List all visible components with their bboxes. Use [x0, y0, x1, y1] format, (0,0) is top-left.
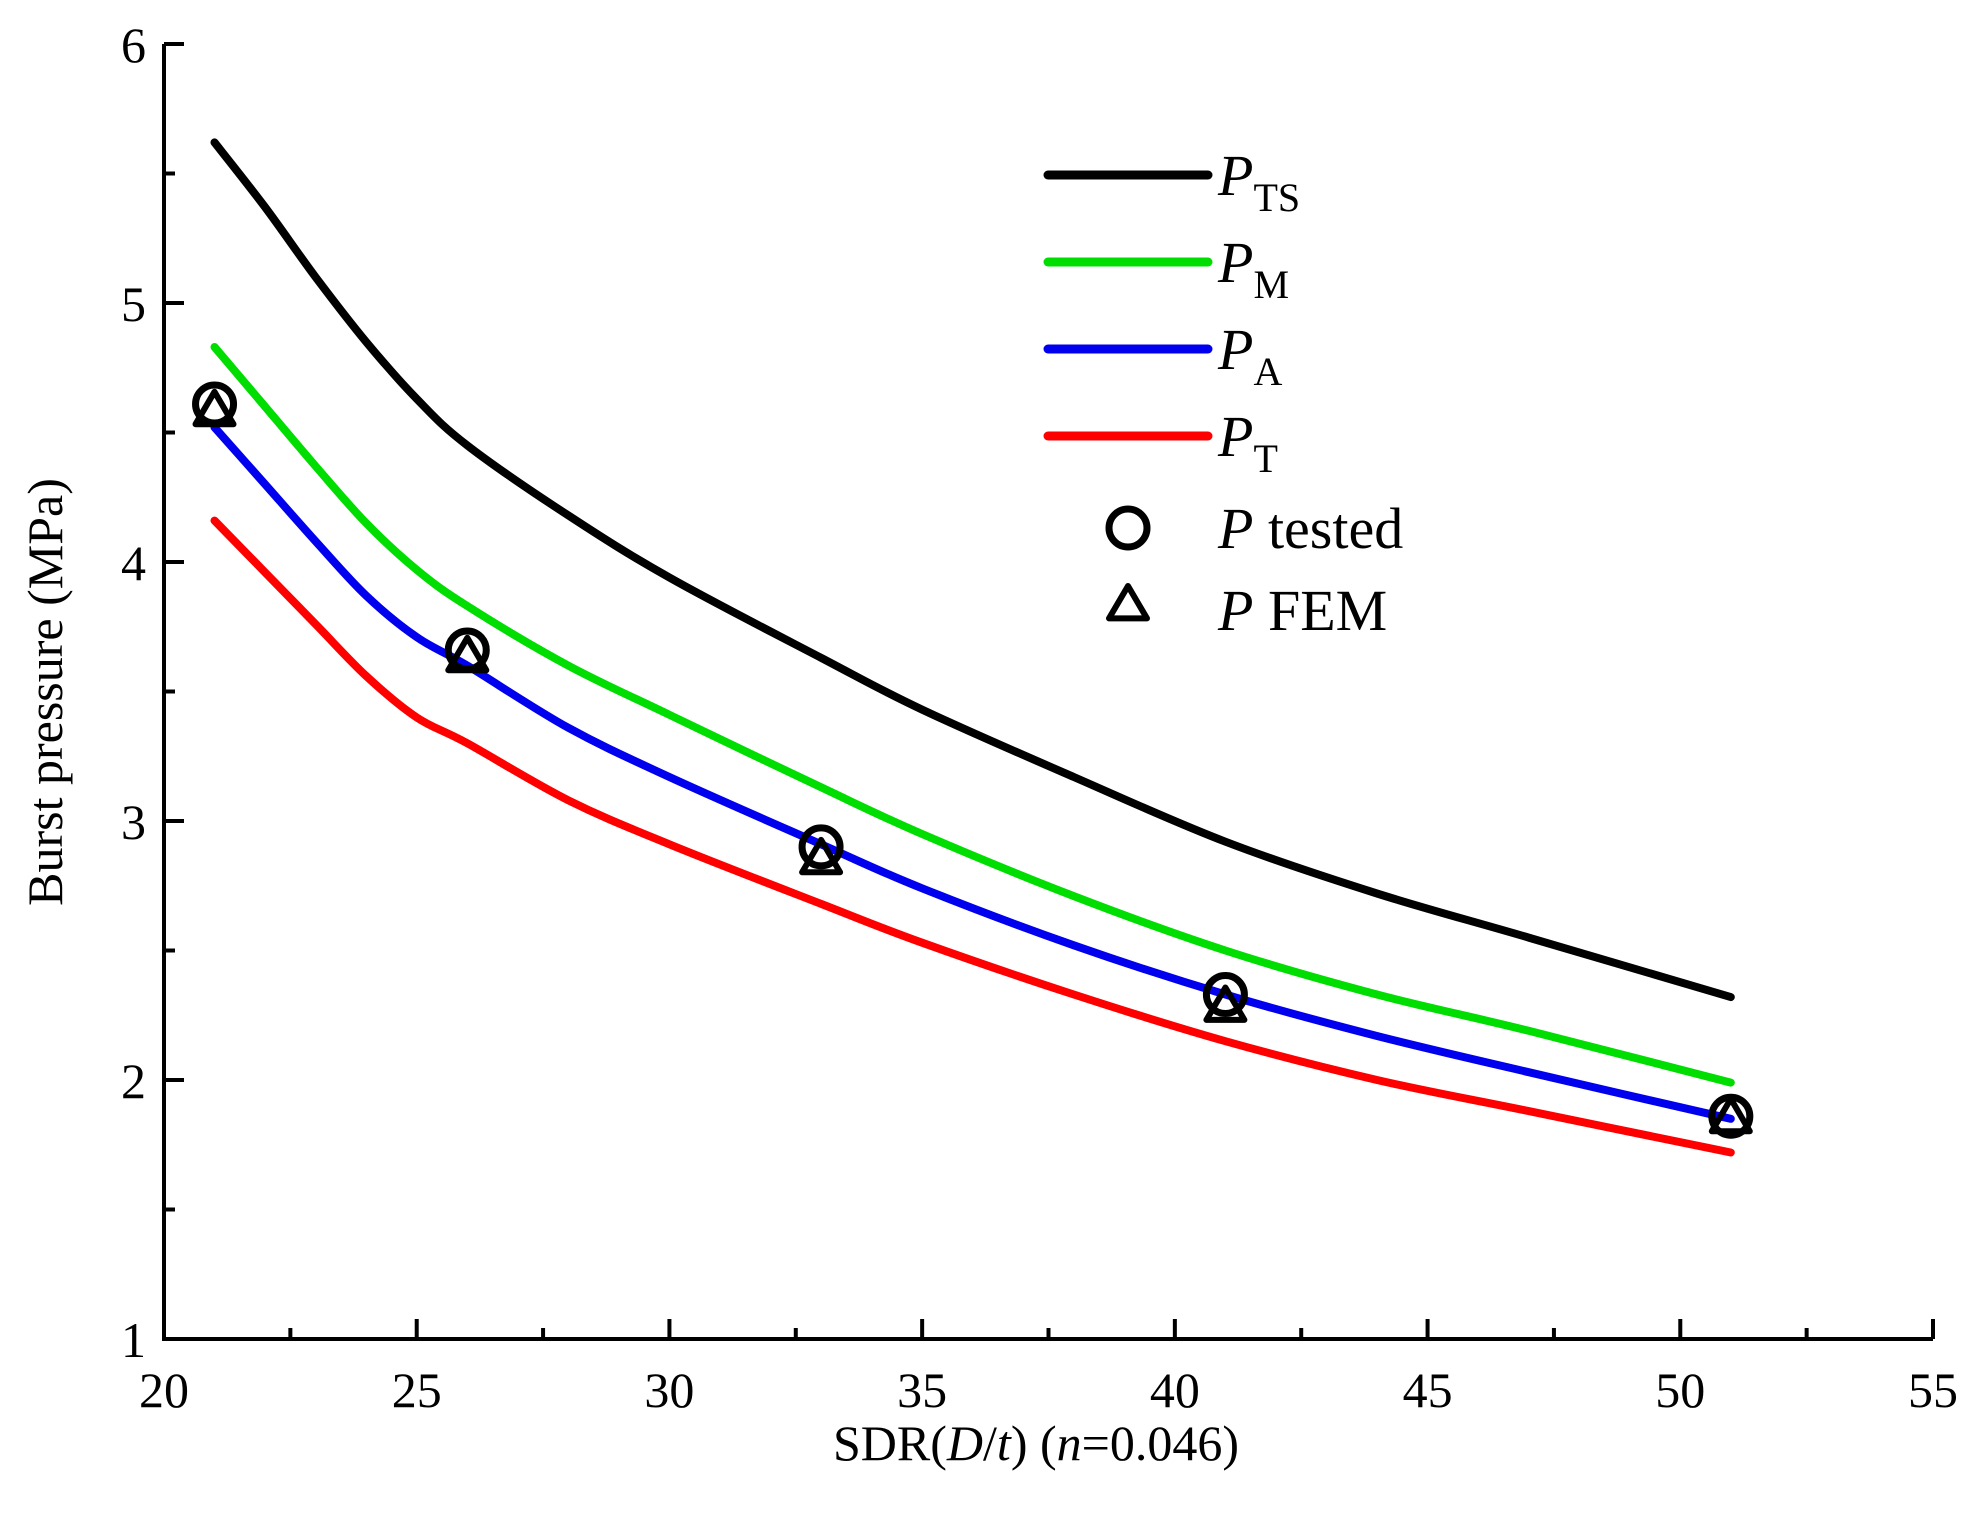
series	[210, 138, 1735, 1157]
legend-label: PTS	[1217, 143, 1300, 220]
x-axis-title-part: t	[997, 1415, 1012, 1471]
x-tick-label: 40	[1150, 1362, 1200, 1418]
y-tick-label: 6	[121, 17, 146, 73]
legend-label: P tested	[1217, 496, 1403, 561]
legend-label-symbol: P	[1217, 230, 1253, 295]
legend-label: PM	[1217, 230, 1289, 307]
legend-label-symbol: P	[1217, 404, 1253, 469]
x-tick-label: 55	[1908, 1362, 1958, 1418]
x-axis-title-part: ) (	[1011, 1415, 1057, 1471]
legend-item-a: PA	[1043, 317, 1282, 394]
legend-item-tested: P tested	[1105, 496, 1403, 561]
fem-point-marker	[192, 388, 237, 428]
legend-label-subscript: A	[1253, 349, 1282, 394]
fem-point-marker	[1708, 1095, 1753, 1135]
y-tick-label: 4	[121, 535, 146, 591]
x-tick-label: 20	[139, 1362, 189, 1418]
series-line-p-t	[210, 516, 1735, 1157]
tested-point-marker	[798, 824, 844, 870]
x-tick-label: 35	[897, 1362, 947, 1418]
legend-item-ts: PTS	[1043, 143, 1300, 220]
ticks	[162, 42, 1935, 1341]
x-axis-title-part: /	[983, 1415, 997, 1471]
y-tick-label: 5	[121, 276, 146, 332]
series-line-p-ts	[210, 138, 1735, 1002]
legend-label-suffix: FEM	[1253, 578, 1387, 643]
markers	[192, 381, 1754, 1139]
x-tick-label: 25	[392, 1362, 442, 1418]
fem-point-marker	[1203, 984, 1248, 1023]
x-tick-label: 45	[1403, 1362, 1453, 1418]
legend-label-suffix: tested	[1253, 496, 1403, 561]
legend-label: P FEM	[1217, 578, 1387, 643]
x-axis-title: SDR(D/t) (n=0.046)	[833, 1415, 1239, 1471]
axes	[162, 44, 1933, 1341]
legend-label-symbol: P	[1217, 578, 1253, 643]
legend-item-t: PT	[1043, 404, 1278, 481]
legend-item-m: PM	[1043, 230, 1289, 307]
legend-label-symbol: P	[1217, 317, 1253, 382]
fem-point-marker	[799, 836, 844, 876]
x-axis-title-part: n	[1057, 1415, 1082, 1471]
fem-point-marker	[445, 634, 490, 674]
legend-label: PA	[1217, 317, 1282, 394]
legend-label-symbol: P	[1217, 143, 1253, 208]
y-axis-title: Burst pressure (MPa)	[17, 478, 73, 906]
legend-label-subscript: TS	[1253, 175, 1300, 220]
x-axis-title-part: =0.046)	[1082, 1415, 1239, 1471]
legend-label-symbol: P	[1217, 496, 1253, 561]
tested-point-marker	[1202, 972, 1248, 1018]
legend-swatch	[1106, 583, 1150, 622]
series-line-p-m	[210, 343, 1735, 1087]
x-tick-label: 50	[1655, 1362, 1705, 1418]
x-axis-title-part: D	[946, 1415, 983, 1471]
legend-label: PT	[1217, 404, 1278, 481]
x-tick-label: 30	[644, 1362, 694, 1418]
y-tick-label: 3	[121, 794, 146, 850]
y-tick-label: 1	[121, 1312, 146, 1368]
x-axis-title-part: SDR(	[833, 1415, 947, 1471]
legend-item-fem: P FEM	[1106, 578, 1387, 643]
legend-label-subscript: T	[1253, 436, 1277, 481]
legend-swatch	[1105, 505, 1151, 551]
legend-label-subscript: M	[1253, 262, 1289, 307]
y-tick-label: 2	[121, 1053, 146, 1109]
series-line-p-a	[210, 423, 1735, 1123]
